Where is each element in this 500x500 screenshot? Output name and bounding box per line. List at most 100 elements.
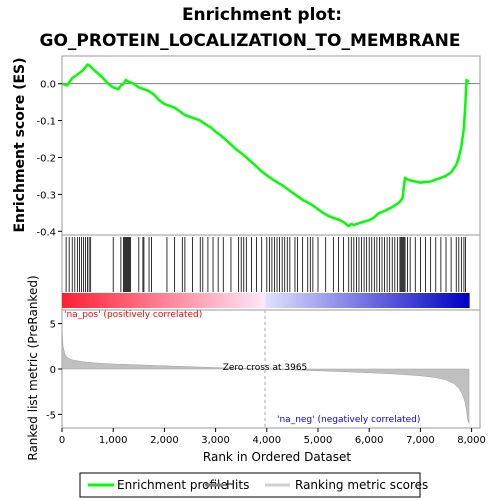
color-band-segment [296,293,300,308]
color-band-segment [252,293,256,308]
ranked-panel: Zero cross at 3965 'na_pos' (positively … [26,275,481,461]
color-band-segment [265,293,269,308]
color-band-segment [229,293,234,308]
color-band-segment [367,293,371,308]
color-band-segment [369,293,373,308]
legend-ranking-label: Ranking metric scores [295,478,428,492]
color-band-segment [349,293,353,308]
color-band-segment [140,293,145,308]
color-band-segment [268,293,272,308]
color-band-segment [354,293,358,308]
color-band-segment [385,293,389,308]
color-band-segment [102,293,106,308]
color-band-segment [372,293,376,308]
color-band-segment [303,293,307,308]
color-band-segment [138,293,142,308]
color-band-segment [250,293,254,308]
legend-box [79,472,421,498]
pos-correlated-label: 'na_pos' (positively correlated) [64,310,202,320]
color-band-segment [326,293,330,308]
color-band-segment [237,293,241,308]
color-band-segment [400,293,404,308]
color-band-segment [395,293,399,308]
color-band-segment [346,293,351,308]
color-band-segment [87,293,91,308]
color-band-segment [270,293,274,308]
color-band-segment [318,293,323,308]
hits-panel [61,234,481,311]
color-band-segment [339,293,343,308]
ranking-metric-area [61,323,470,424]
color-band-segment [405,293,409,308]
color-band-segment [89,293,94,308]
color-band-segment [77,293,81,308]
color-band-segment [62,293,66,308]
color-band-segment [313,293,317,308]
color-band-segment [364,293,368,308]
color-band-segment [397,293,401,308]
color-band-segment [69,293,73,308]
color-band-segment [260,293,264,308]
ranking-color-band [62,293,470,308]
color-band-segment [308,293,312,308]
ranked-y-tick-label: 5 [50,320,56,331]
color-band-segment [433,293,437,308]
color-band-segment [407,293,412,308]
color-band-segment [298,293,302,308]
color-band-segment [402,293,407,308]
color-band-segment [199,293,203,308]
color-band-segment [247,293,251,308]
color-band-segment [382,293,386,308]
color-band-segment [219,293,223,308]
es-panel-frame [61,55,481,236]
color-band-segment [128,293,132,308]
es-y-axis-label: Enrichment score (ES) [12,57,28,232]
color-band-segment [201,293,206,308]
color-band-segment [329,293,333,308]
color-band-segment [359,293,363,308]
color-band-segment [293,293,297,308]
color-band-segment [240,293,244,308]
x-tick-label: 2,000 [150,435,179,446]
color-band-segment [242,293,246,308]
color-band-segment [334,293,338,308]
color-band-segment [67,293,71,308]
color-band-segment [453,293,457,308]
x-tick-label: 6,000 [355,435,384,446]
color-band-segment [125,293,129,308]
es-y-tick-label: -0.3 [36,190,56,201]
color-band-segment [357,293,361,308]
color-band-segment [163,293,167,308]
color-band-segment [290,293,295,308]
color-band-segment [428,293,432,308]
color-band-segment [92,293,96,308]
color-band-segment [316,293,320,308]
color-band-segment [352,293,356,308]
color-band-segment [336,293,340,308]
color-band-segment [224,293,228,308]
es-y-tick-label: -0.1 [36,117,56,128]
es-y-ticks: 0.0 -0.1 -0.2 -0.3 -0.4 [36,80,62,238]
color-band-segment [158,293,162,308]
color-band-segment [306,293,310,308]
es-y-tick-label: 0.0 [40,80,56,91]
color-band-segment [456,293,460,308]
color-band-segment [191,293,195,308]
color-band-segment [410,293,414,308]
color-band-segment [387,293,391,308]
color-band-segment [435,293,440,308]
ranked-y-tick-label: -5 [46,410,56,421]
color-band-segment [423,293,427,308]
legend-hits-label: Hits [226,478,249,492]
color-band-segment [171,293,175,308]
color-band-segment [153,293,157,308]
color-band-segment [461,293,465,308]
color-band-segment [184,293,188,308]
color-band-segment [207,293,211,308]
color-band-segment [280,293,284,308]
color-band-segment [107,293,111,308]
ranked-y-ticks: 5 0 -5 [46,320,62,421]
color-band-segment [413,293,417,308]
color-band-segment [72,293,76,308]
